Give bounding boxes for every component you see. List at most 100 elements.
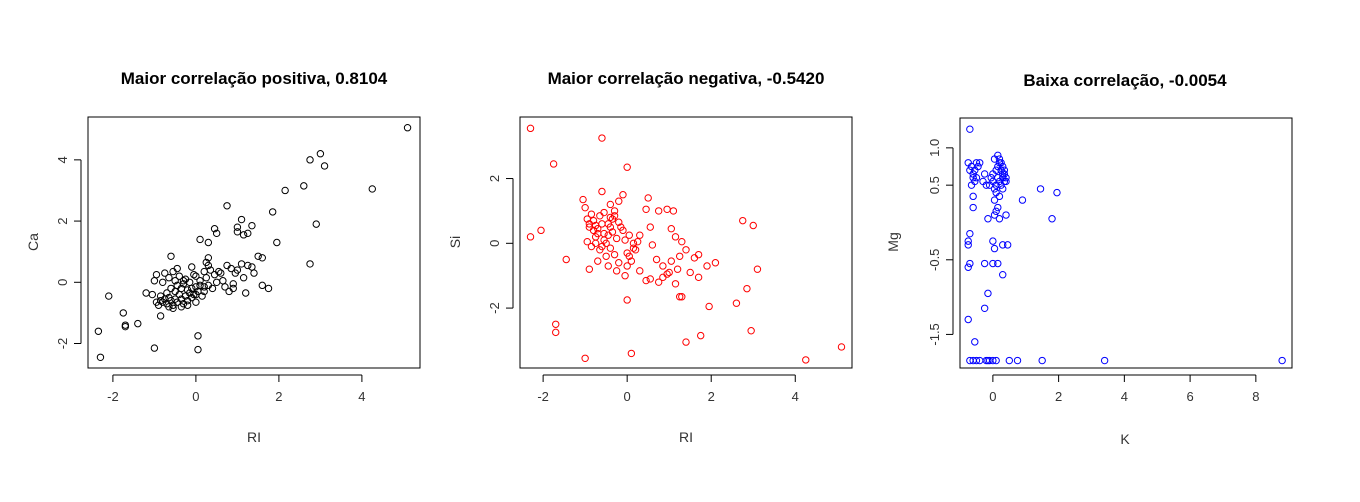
data-point [598, 187, 606, 196]
data-point [739, 216, 747, 225]
data-point [659, 262, 667, 270]
x-tick-label: 4 [358, 389, 365, 404]
data-point [105, 292, 113, 300]
y-tick-label: -0.5 [927, 249, 942, 271]
data-point [964, 263, 972, 271]
data-point [675, 252, 684, 260]
data-point [148, 290, 157, 299]
y-tick-label: -2 [55, 338, 70, 350]
data-point [969, 192, 977, 201]
data-point [233, 223, 242, 231]
data-point [675, 293, 684, 301]
data-point [619, 191, 627, 199]
data-point [974, 162, 982, 171]
data-point [604, 220, 612, 228]
data-point [989, 170, 997, 178]
data-point [971, 177, 979, 186]
data-point [549, 160, 558, 168]
data-point [631, 246, 640, 254]
data-point [984, 289, 992, 298]
data-point [654, 207, 663, 215]
data-point [204, 238, 213, 247]
data-point [629, 244, 638, 252]
data-point [254, 252, 262, 260]
data-point [994, 151, 1002, 160]
x-tick-label: 2 [275, 389, 282, 404]
data-point [966, 259, 974, 268]
data-point [969, 203, 977, 212]
data-point [743, 284, 751, 293]
data-point [239, 231, 248, 239]
x-tick-label: 0 [624, 389, 631, 404]
data-point [682, 246, 690, 254]
y-tick-label: 0 [55, 279, 70, 286]
data-point [976, 159, 984, 167]
data-point [1048, 215, 1056, 223]
x-tick-label: 4 [1121, 389, 1128, 404]
plot-frame [959, 117, 1293, 369]
data-point [732, 299, 741, 307]
data-point [194, 332, 202, 340]
data-point [606, 244, 615, 252]
data-point [979, 177, 987, 186]
data-point [989, 356, 997, 365]
data-point [1003, 241, 1012, 249]
data-point [1013, 356, 1022, 365]
data-point [621, 271, 629, 280]
data-point [964, 315, 972, 324]
data-point [749, 221, 757, 230]
y-axis-label: Ca [25, 233, 41, 251]
y-tick-label: -1.5 [927, 323, 942, 345]
data-point [225, 287, 233, 296]
data-point [552, 320, 560, 328]
data-point [690, 254, 699, 262]
data-point [642, 205, 650, 214]
data-point [281, 186, 289, 195]
y-tick-label: 2 [55, 217, 70, 224]
data-point [598, 134, 606, 142]
data-point [992, 207, 1000, 215]
data-point [596, 212, 604, 220]
data-point [192, 272, 200, 280]
x-tick-label: 2 [1055, 389, 1062, 404]
data-point [306, 260, 314, 268]
data-point [604, 262, 612, 270]
data-point [671, 280, 680, 288]
data-point [583, 215, 591, 223]
data-point [587, 210, 596, 218]
data-point [990, 244, 999, 253]
data-point [185, 289, 194, 297]
data-point [94, 327, 103, 335]
data-point [711, 259, 720, 267]
data-point [652, 255, 661, 264]
data-point [636, 267, 644, 275]
data-point [248, 263, 256, 271]
data-point [989, 259, 997, 268]
data-point [215, 267, 223, 276]
data-point [237, 215, 246, 224]
x-tick-label: 8 [1252, 389, 1259, 404]
data-point [625, 231, 633, 239]
data-point [212, 278, 221, 286]
data-point [1038, 356, 1046, 365]
x-tick-label: -2 [537, 389, 549, 404]
data-point [212, 229, 221, 238]
data-point [196, 235, 204, 244]
data-point [623, 163, 631, 171]
data-point [623, 296, 631, 304]
data-point [268, 208, 277, 216]
data-point [248, 221, 256, 230]
data-point [591, 239, 600, 248]
data-point [642, 276, 650, 285]
data-point [663, 270, 671, 278]
data-point [600, 236, 608, 244]
data-point [694, 250, 703, 259]
data-point [966, 229, 974, 238]
data-point [589, 226, 598, 235]
data-point [244, 229, 252, 238]
data-point [1002, 174, 1010, 182]
data-point [802, 356, 810, 364]
data-point [208, 284, 217, 293]
data-point [610, 212, 619, 220]
data-point [972, 356, 981, 365]
